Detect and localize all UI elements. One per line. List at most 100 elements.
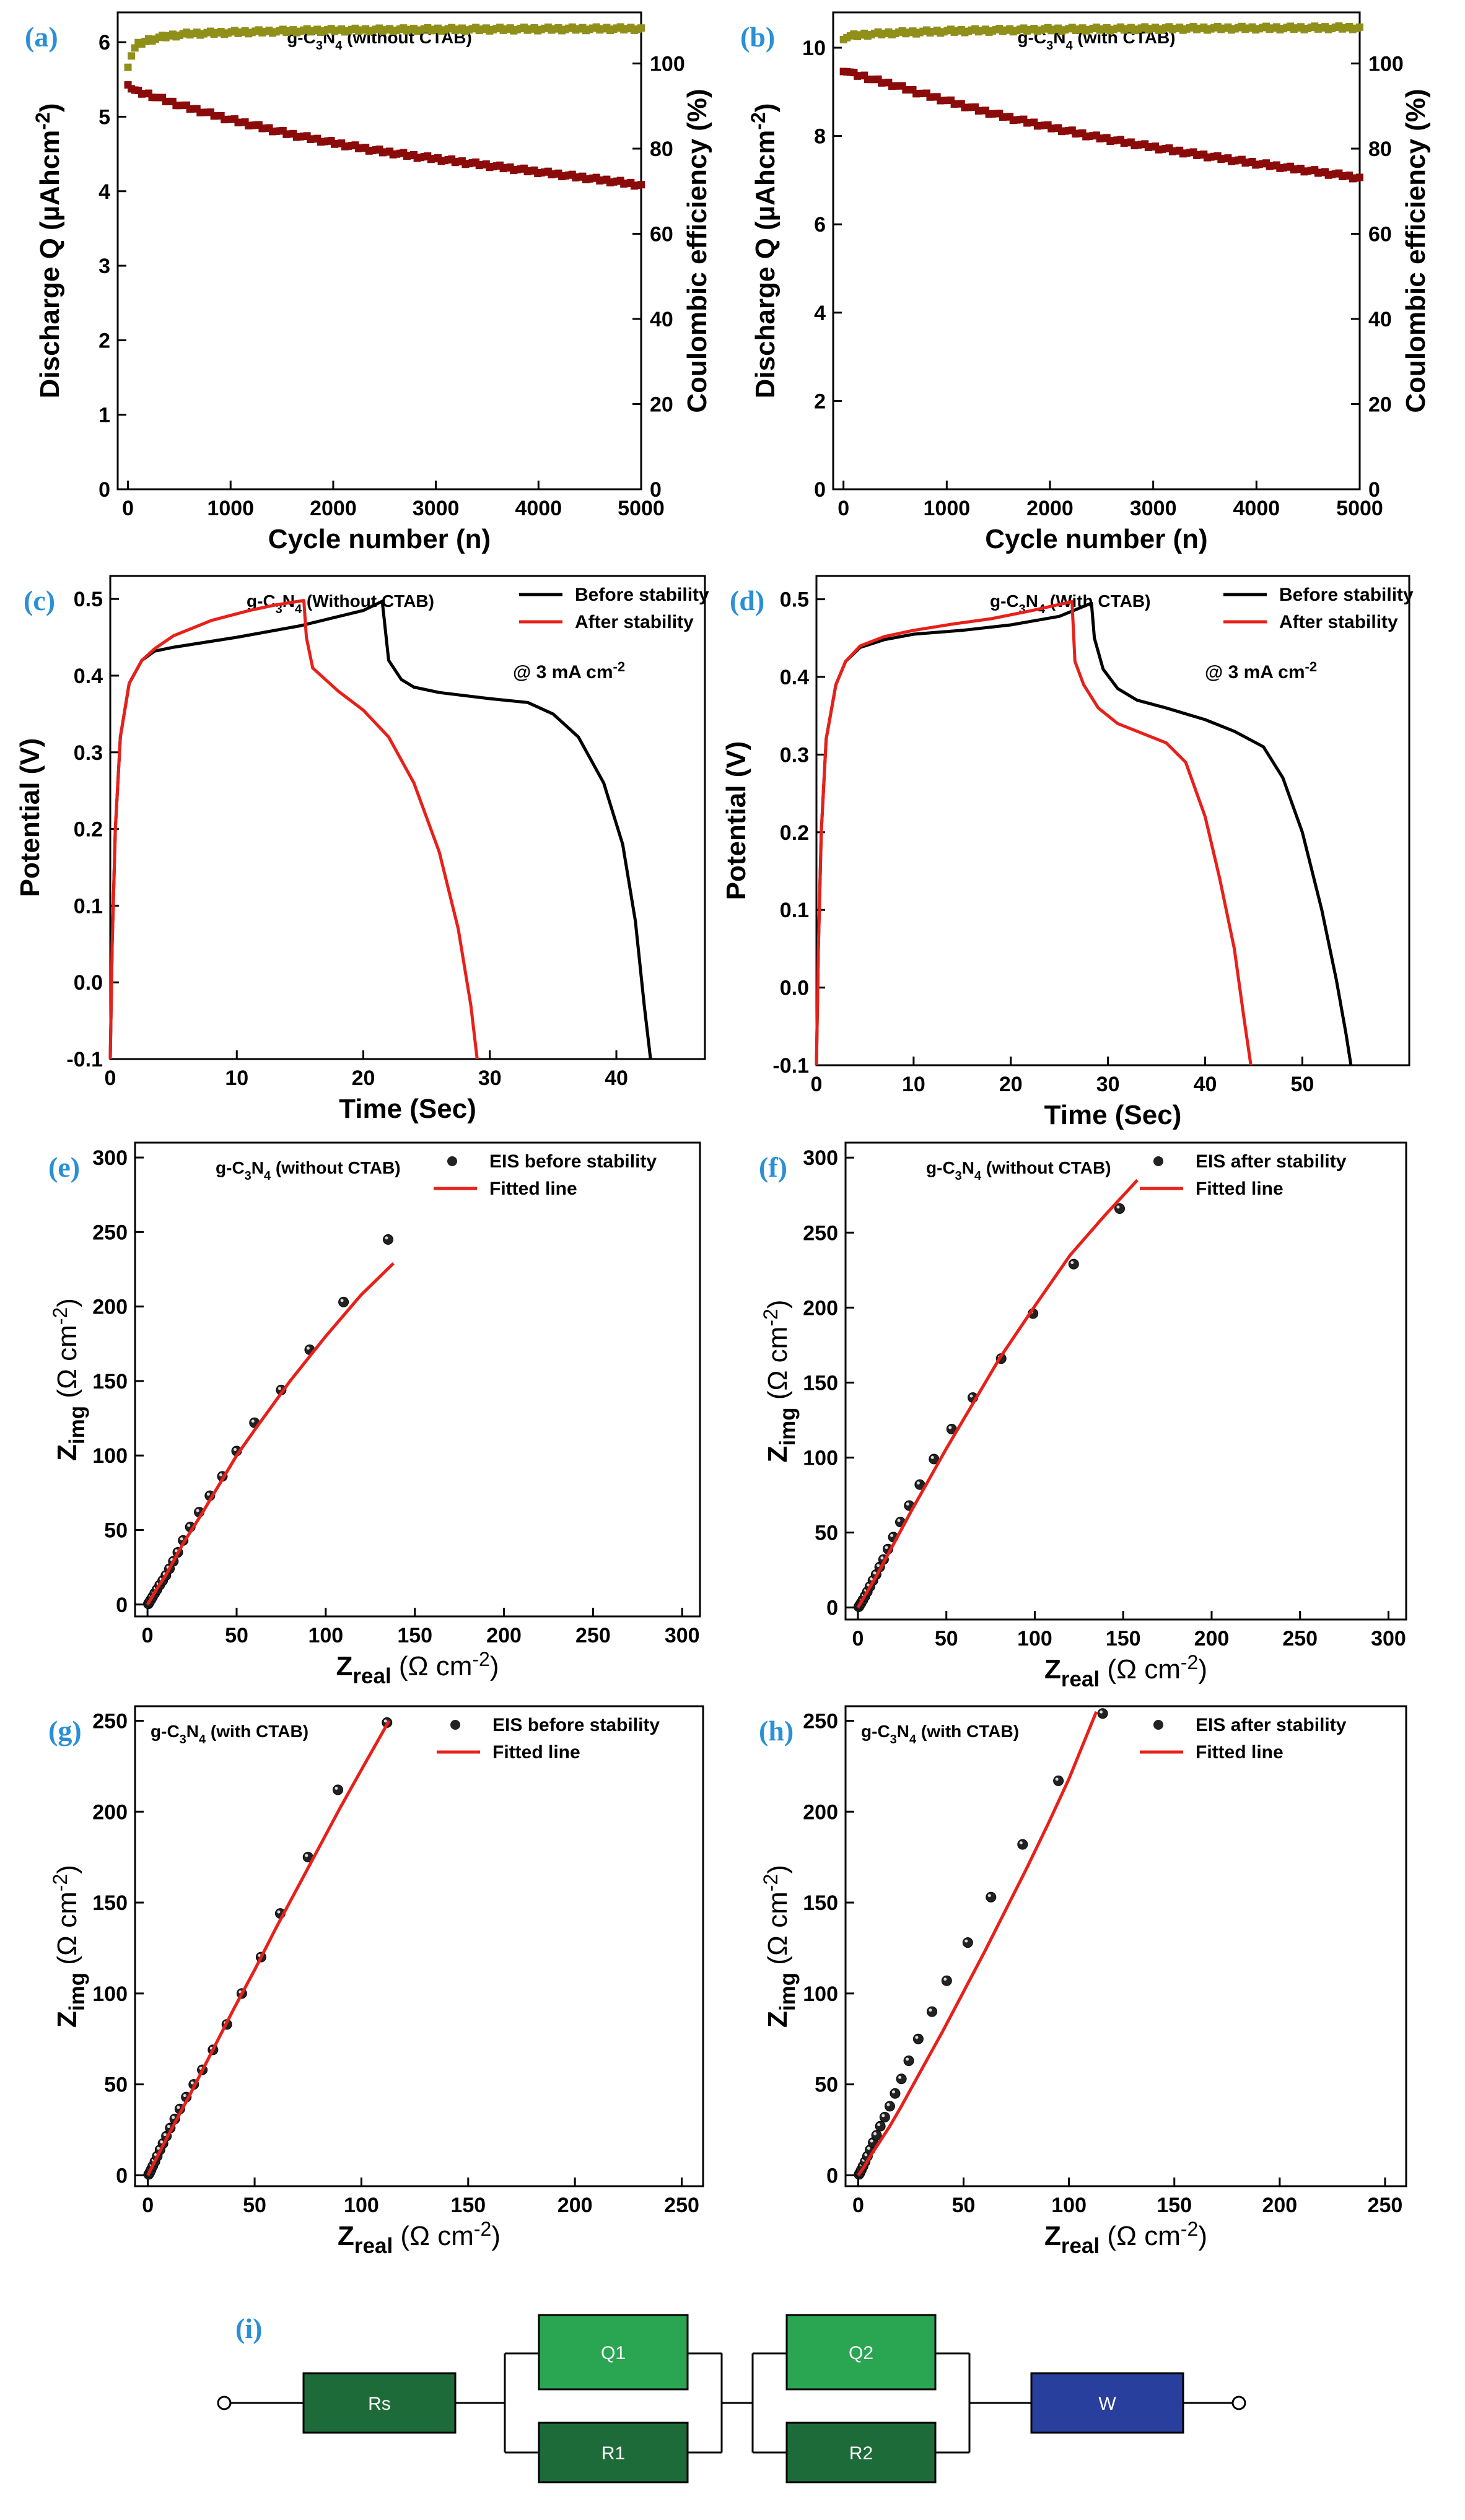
legend-label: Fitted line <box>1196 1742 1284 1763</box>
rate-note: @ 3 mA cm-2 <box>513 659 625 682</box>
eis-point-highlight <box>206 1493 210 1496</box>
y-tick-label: 0.4 <box>74 665 103 688</box>
y-tick-label: -0.1 <box>772 1054 809 1078</box>
y-axis-label: Potential (V) <box>15 738 45 897</box>
x-tick-label: 150 <box>1157 2194 1192 2217</box>
legend-marker <box>447 1156 457 1166</box>
eis-point-highlight <box>886 2103 890 2106</box>
y-tick-label: 250 <box>92 1709 128 1733</box>
eis-point-highlight <box>306 1346 310 1350</box>
eis-point <box>1068 1258 1079 1270</box>
panel-e: 0 50 100 150 200 250 300 0 50 100 150 200 250 300 (e) g… <box>48 1141 701 1647</box>
plot-title: g-C3N4 (with CTAB) <box>861 1722 1019 1746</box>
legend-label: EIS before stability <box>489 1151 657 1172</box>
eis-point <box>962 1937 973 1948</box>
plot-frame <box>832 11 1361 490</box>
y-tick-label: 200 <box>92 1296 128 1319</box>
component-w <box>1030 2372 1184 2434</box>
legend-label: EIS before stability <box>492 1715 660 1735</box>
panel-label: (a) <box>25 21 58 53</box>
eis-point-highlight <box>929 2008 932 2012</box>
x-tick-label: 2000 <box>310 497 357 520</box>
x-tick-label: 0 <box>142 1624 154 1647</box>
y2-tick-label: 40 <box>650 308 673 331</box>
eis-point-highlight <box>1070 1261 1074 1265</box>
y-tick-label: 6 <box>814 213 826 237</box>
y-tick-label: 0 <box>116 2164 128 2187</box>
plot-title: g-C3N4 (With CTAB) <box>990 591 1150 616</box>
y2-tick-label: 20 <box>650 393 673 417</box>
eis-point-highlight <box>880 1556 884 1560</box>
plot-frame <box>134 1141 701 1618</box>
eis-point-highlight <box>877 2123 881 2127</box>
x-axis-label: Zreal (Ω cm-2) <box>336 1648 499 1688</box>
y2-tick-label: 100 <box>650 53 685 76</box>
panel-f: 0 50 100 150 200 250 300 0 50 100 150 200 250 300 (f) g… <box>759 1141 1407 1650</box>
x-tick-label: 200 <box>486 1624 522 1647</box>
component-label: Rs <box>368 2394 391 2414</box>
legend-label: Before stability <box>575 585 709 605</box>
y-axis-label: Zimg (Ω cm-2) <box>49 1298 89 1461</box>
panel-label: (g) <box>48 1715 82 1746</box>
y-axis-label: Discharge Q (µAhcm-2) <box>747 103 781 399</box>
x-tick-label: 50 <box>935 1627 958 1650</box>
legend-marker <box>1153 1720 1163 1730</box>
y-tick-label: 0.0 <box>74 971 103 995</box>
plot-title: g-C3N4 (with CTAB) <box>151 1722 308 1746</box>
x-tick-label: 1000 <box>924 497 971 520</box>
eis-point-highlight <box>385 1236 388 1240</box>
component-label: Q1 <box>601 2343 626 2363</box>
eis-point-highlight <box>277 1910 281 1914</box>
terminal-left <box>217 2396 232 2410</box>
x-tick-label: 0 <box>852 2194 864 2217</box>
panel-label: (i) <box>235 2313 262 2344</box>
y-tick-label: 0.3 <box>74 741 103 765</box>
panel-label: (h) <box>759 1715 794 1746</box>
panel-h: 0 50 100 150 200 250 0 50 100 150 200 250 (h) g-C3N4 … <box>759 1705 1407 2217</box>
x-tick-label: 20 <box>999 1073 1023 1096</box>
component-label: R2 <box>849 2443 873 2464</box>
panel-c: 0 10 20 30 40 -0.1 0.0 0.1 0.2 0.3 0.4 0.5 (c) g-C3N4… <box>24 575 709 1090</box>
y2-tick-label: 80 <box>650 137 673 161</box>
y2-axis-label: Coulombic efficiency (%) <box>1401 89 1431 412</box>
eis-point <box>1017 1839 1028 1850</box>
x-tick-label: 3000 <box>1130 497 1177 520</box>
x-tick-label: 3000 <box>413 497 460 520</box>
y-tick-label: 5 <box>98 105 110 129</box>
eis-point-highlight <box>183 2094 186 2098</box>
eis-point-highlight <box>335 1787 338 1790</box>
legend-label: Fitted line <box>492 1742 580 1763</box>
component-label: R1 <box>601 2443 625 2464</box>
x-tick-label: 5000 <box>1336 497 1383 520</box>
eis-point-highlight <box>897 1519 901 1522</box>
eis-point-highlight <box>383 1719 387 1723</box>
series-line <box>857 1711 1098 2176</box>
plot-frame <box>134 1705 704 2187</box>
y2-tick-label: 100 <box>1368 53 1404 76</box>
eis-point-highlight <box>219 1473 222 1476</box>
y-tick-label: 0.0 <box>780 977 809 1000</box>
component-label: W <box>1098 2394 1116 2414</box>
y-tick-label: 200 <box>803 1296 838 1320</box>
y-tick-label: 100 <box>803 1446 838 1470</box>
eis-point-highlight <box>196 1509 199 1512</box>
y-tick-label: 8 <box>814 125 826 149</box>
eis-point-highlight <box>278 1387 281 1390</box>
eis-point-highlight <box>163 2133 167 2137</box>
plot-title: g-C3N4 (Without CTAB) <box>247 591 434 616</box>
eis-point-highlight <box>891 2090 895 2094</box>
y-tick-label: 4 <box>98 180 110 204</box>
y-tick-label: 10 <box>802 37 826 60</box>
y-tick-label: 0 <box>814 478 826 502</box>
x-tick-label: 250 <box>575 1624 611 1647</box>
eis-point-highlight <box>870 1577 873 1581</box>
y-tick-label: 0.4 <box>780 666 809 689</box>
rate-note: @ 3 mA cm-2 <box>1205 659 1317 682</box>
eis-point <box>912 2033 924 2044</box>
ce-marker <box>1356 23 1363 31</box>
eis-point <box>333 1784 343 1795</box>
plot-title: g-C3N4 (without CTAB) <box>926 1158 1111 1183</box>
panel-g: 0 50 100 150 200 250 0 50 100 150 200 250 (g) g-C3N4 … <box>48 1705 704 2217</box>
eis-point <box>941 1975 952 1986</box>
